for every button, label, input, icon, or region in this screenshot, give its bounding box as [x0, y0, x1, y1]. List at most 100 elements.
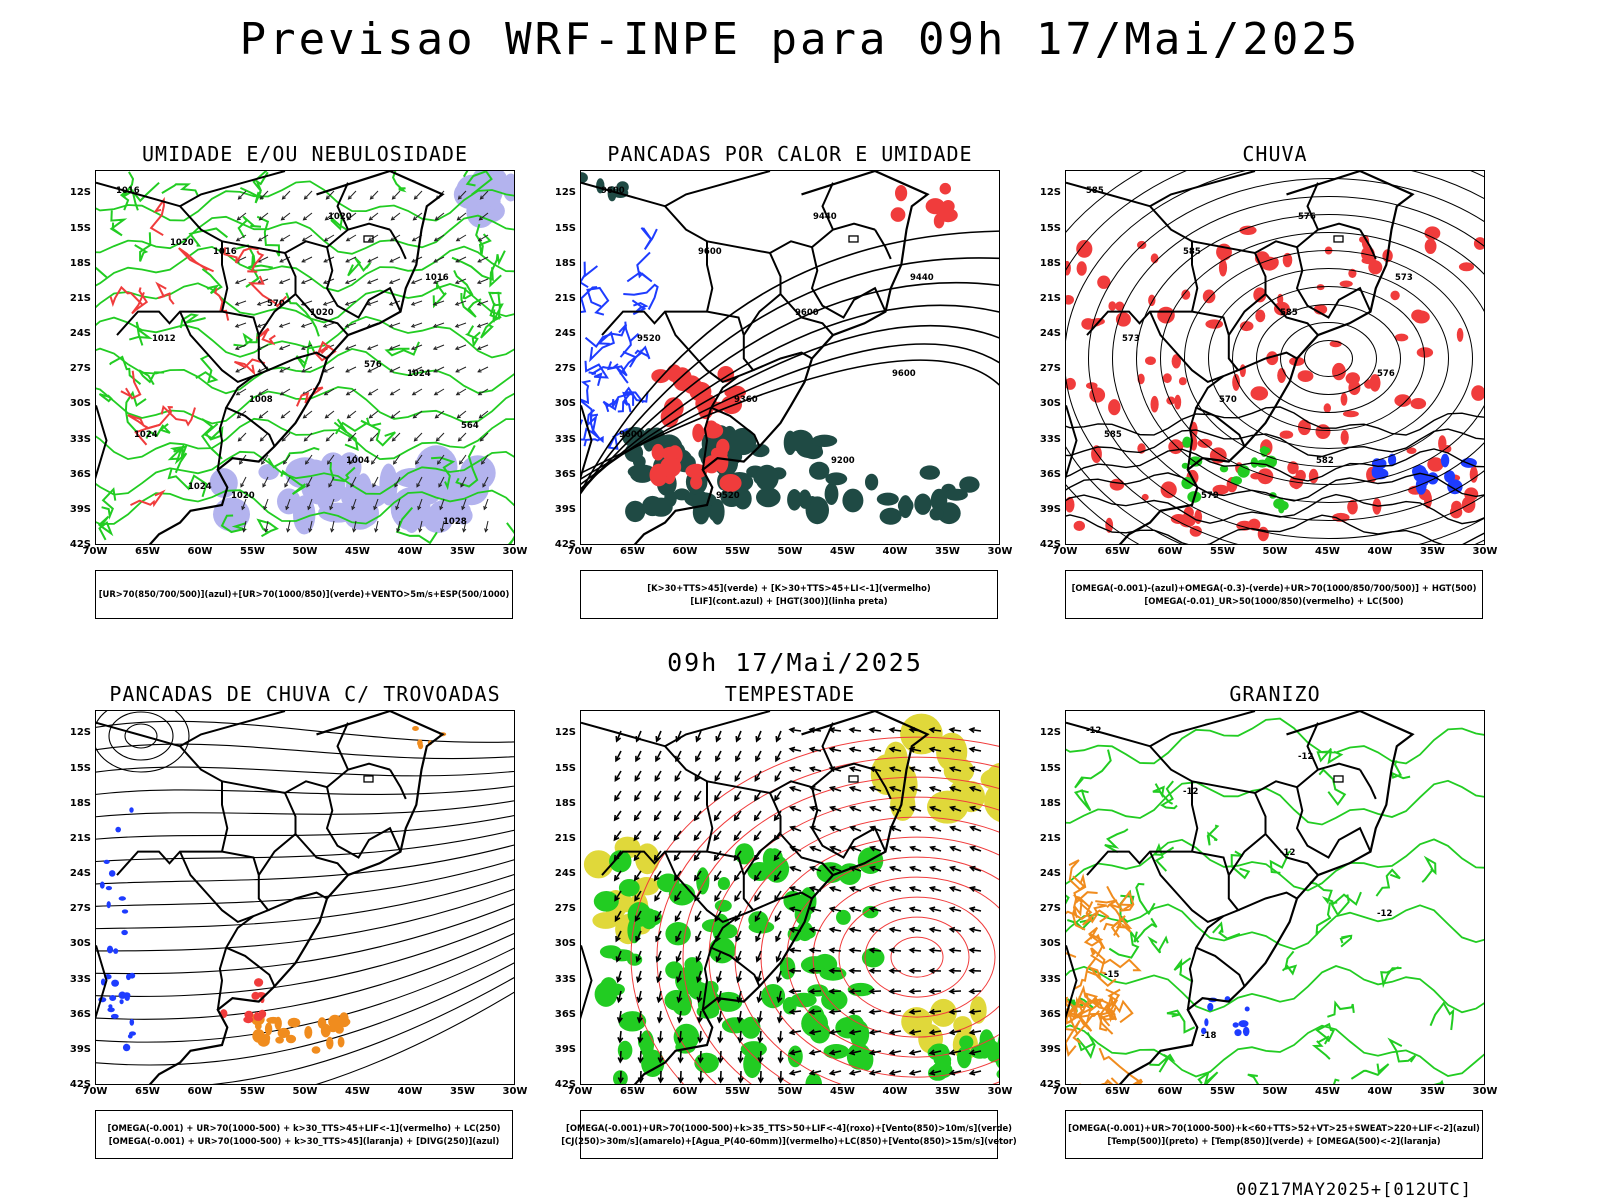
wind-vector: [279, 366, 291, 373]
lon-tick-label: 50W: [292, 1086, 318, 1097]
wind-vector: [388, 278, 401, 284]
lif-contour: [619, 321, 640, 358]
lat-tick-label: 30S: [69, 938, 91, 950]
strong-wind-area: [593, 891, 619, 912]
contour-label: 573: [1122, 334, 1140, 344]
contour-label: 9600: [795, 308, 819, 318]
border-line: [1191, 222, 1361, 255]
instability-area: [788, 429, 814, 452]
omega-area: [1371, 468, 1389, 480]
wind-850-vector: [695, 750, 702, 763]
instability-area: [673, 488, 691, 501]
border-line: [1237, 351, 1298, 372]
wind-850-vector: [653, 830, 662, 842]
rain-area: [1410, 398, 1427, 410]
humidity-contour: [201, 268, 223, 295]
lon-tick-label: 70W: [1052, 546, 1078, 557]
hail-area: [1234, 1029, 1242, 1037]
wind-vector: [461, 498, 467, 511]
border-line: [325, 246, 402, 319]
wind-vector: [395, 498, 401, 511]
height-500-contour: [1066, 406, 1484, 436]
lat-tick-label: 15S: [69, 222, 91, 234]
wind-850-vector: [614, 910, 622, 923]
humidity-contour: [329, 462, 356, 483]
wind-850-vector: [737, 1050, 744, 1064]
wind-850-vector: [775, 750, 782, 763]
jet-core-area: [592, 912, 619, 929]
strong-wind-area: [787, 1045, 803, 1068]
wind-vector: [237, 432, 247, 442]
wind-850-vector: [868, 947, 882, 954]
instability-area: [805, 496, 829, 525]
wind-vector: [456, 212, 467, 221]
border-line: [267, 351, 328, 372]
contour-label: 1020: [231, 491, 255, 501]
contour-label: 1016: [213, 247, 237, 257]
omega-500-area: [1082, 909, 1110, 926]
rain-area: [1086, 382, 1098, 390]
divergence-area: [106, 901, 111, 909]
precipitable-water-contour: [682, 776, 999, 1084]
jet-core-area: [902, 714, 939, 754]
humidity-layer-area: [454, 506, 473, 525]
temp-850-contour: [1269, 850, 1292, 874]
wind-850-vector: [653, 810, 662, 822]
omega-500-area: [1105, 988, 1121, 1023]
wind-850-vector: [888, 947, 902, 954]
wind-850-vector: [654, 890, 662, 902]
streamline: [315, 991, 514, 1084]
wind-vector: [234, 300, 247, 306]
lon-tick-label: 45W: [830, 1086, 855, 1097]
height-300-contour: [581, 230, 999, 494]
instability-area: [649, 497, 673, 517]
wind-vector: [476, 322, 489, 328]
wind-vector: [303, 190, 313, 200]
map-panel-pancadas_calor: PANCADAS POR CALOR E UMIDADE 9600 9600 9600…: [550, 142, 1030, 632]
strong-wind-area: [668, 883, 696, 906]
border-line: [389, 229, 407, 260]
wind-850-vector: [848, 766, 862, 773]
temp-850-contour: [1066, 779, 1484, 826]
wind-850-vector: [868, 926, 882, 933]
contour-label: 1028: [443, 517, 467, 527]
streamline: [96, 785, 514, 795]
thickness-contour: [149, 196, 165, 237]
omega-strong-area: [1250, 457, 1259, 468]
wind-850-vector: [755, 750, 762, 763]
wind-vector: [281, 190, 291, 200]
wind-vector: [410, 278, 423, 284]
rain-area: [1416, 347, 1434, 358]
wind-vector: [236, 212, 247, 221]
rain-area: [1174, 394, 1182, 410]
temp-850-contour: [1315, 1022, 1335, 1045]
wind-850-vector: [695, 930, 702, 943]
rain-area: [1097, 275, 1111, 289]
wind-vector: [477, 366, 489, 373]
instability-area: [919, 465, 940, 480]
wind-vector: [479, 190, 489, 200]
wind-850-vector: [775, 930, 782, 943]
wind-850-vector: [868, 1029, 882, 1036]
thunderstorm-area: [274, 1016, 282, 1030]
divergence-area: [121, 909, 129, 914]
temp-850-contour: [1212, 921, 1241, 940]
contour-label: 9440: [910, 273, 934, 283]
lat-tick-label: 18S: [554, 257, 576, 269]
wind-850-vector: [654, 770, 662, 782]
strong-wind-area: [959, 1035, 974, 1050]
rain-area: [1253, 287, 1267, 303]
border-line: [96, 945, 108, 1020]
wind-850-vector: [713, 810, 722, 822]
humidity-contour: [252, 171, 269, 192]
lat-tick-label: 30S: [1039, 398, 1061, 410]
rain-area: [1076, 240, 1093, 258]
wind-vector: [368, 410, 379, 419]
thunderstorm-area: [277, 1027, 290, 1039]
temp-850-contour: [1316, 747, 1344, 765]
humidity-contour: [167, 467, 208, 498]
omega-500-area: [1090, 954, 1142, 972]
wind-vector: [412, 410, 423, 419]
thickness-contour: [295, 386, 324, 407]
wind-850-vector: [776, 990, 783, 1004]
